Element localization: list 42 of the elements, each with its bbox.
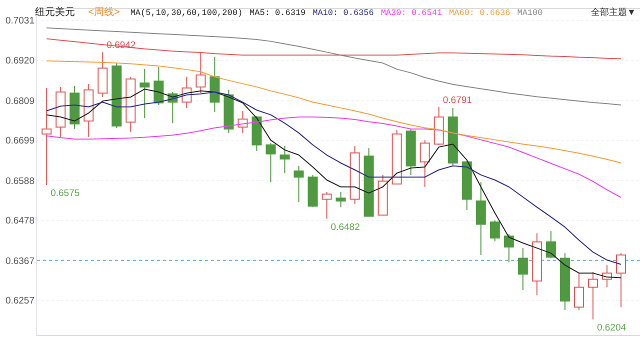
text: MA30: 0.6541	[380, 8, 442, 18]
chart-subtitle: <周线>	[88, 6, 120, 18]
y-tick-label: 0.6478	[5, 216, 34, 227]
candlestick	[266, 142, 276, 183]
candlestick	[154, 66, 164, 106]
text: MA10: 0.6356	[312, 8, 374, 18]
candlestick	[518, 248, 528, 291]
candlestick	[238, 110, 248, 134]
candlestick	[280, 145, 290, 174]
annotation: 全部主题▼	[591, 7, 636, 17]
y-tick-label: 0.6920	[5, 56, 34, 67]
y-tick-label: 0.6699	[5, 136, 34, 147]
line-series	[46, 116, 622, 198]
candlestick	[336, 191, 346, 208]
annotation: 0.6482	[330, 222, 360, 233]
candlestick	[322, 191, 332, 220]
line-series	[46, 60, 622, 164]
annotation: 0.6204	[596, 322, 626, 334]
y-tick-label: 0.6588	[5, 176, 34, 187]
candlestick	[476, 182, 486, 256]
chart-title: 纽元美元	[35, 6, 75, 18]
candlestick	[490, 220, 500, 242]
candlestick	[574, 272, 584, 311]
annotation: MA(5,10,30,60,100,200)	[130, 8, 243, 18]
candlestick	[420, 140, 430, 188]
candlestick	[546, 230, 556, 259]
candlestick	[42, 88, 52, 186]
annotation: 0.6791	[442, 94, 472, 106]
annotation: 0.6575	[50, 188, 80, 200]
candlestick	[588, 271, 598, 320]
text: MA100	[517, 8, 543, 18]
y-tick-label: 0.6257	[5, 296, 34, 307]
y-tick-label: 0.6809	[5, 96, 34, 107]
text: MA5: 0.6319	[250, 8, 306, 18]
candlestick	[140, 68, 150, 119]
candlestick	[294, 165, 304, 203]
text: MA60: 0.6636	[449, 8, 510, 18]
candlestick	[616, 252, 626, 308]
y-tick-label: 0.6367	[5, 256, 34, 267]
y-tick-label: 0.7031	[5, 15, 34, 26]
candlestick	[504, 233, 514, 263]
line-series	[46, 27, 622, 106]
